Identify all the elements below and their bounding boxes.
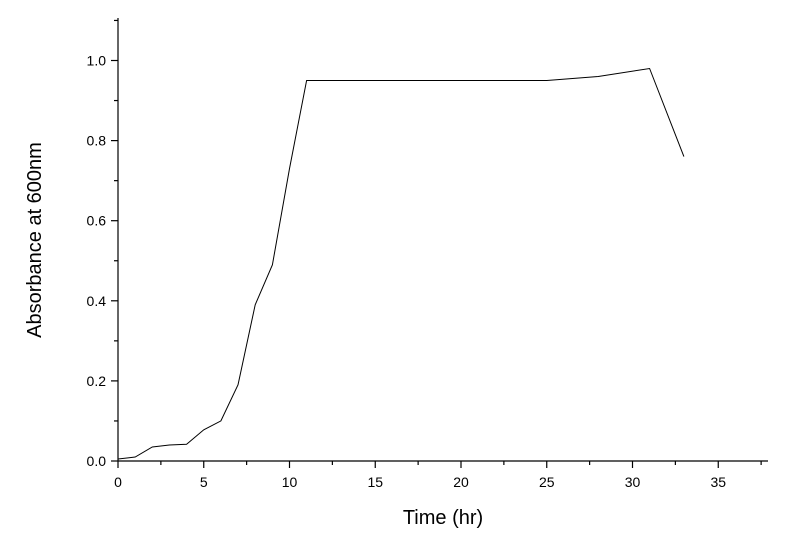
y-axis-title: Absorbance at 600nm xyxy=(24,142,46,338)
series-group xyxy=(117,67,685,460)
y-minor-ticks xyxy=(114,19,118,422)
y-tick-label: 0.0 xyxy=(87,453,107,469)
x-tick-label: 25 xyxy=(539,474,555,490)
x-tick-label: 20 xyxy=(453,474,469,490)
y-axis-ticks xyxy=(111,59,118,462)
x-tick-label: 5 xyxy=(200,474,208,490)
x-minor-ticks xyxy=(160,461,762,465)
x-tick-label: 10 xyxy=(282,474,298,490)
x-tick-label: 35 xyxy=(710,474,726,490)
y-tick-label: 0.6 xyxy=(87,213,107,229)
y-tick-label: 1.0 xyxy=(87,53,107,69)
x-axis-title: Time (hr) xyxy=(403,507,483,529)
x-tick-label: 30 xyxy=(625,474,641,490)
y-tick-label: 0.2 xyxy=(87,373,107,389)
x-tick-label: 15 xyxy=(367,474,383,490)
x-tick-labels: 0 5 10 15 20 25 30 35 xyxy=(114,474,726,490)
y-tick-label: 0.4 xyxy=(87,293,107,309)
y-tick-label: 0.8 xyxy=(87,133,107,149)
x-tick-label: 0 xyxy=(114,474,122,490)
series-line-1 xyxy=(117,67,685,460)
y-tick-labels: 0.0 0.2 0.4 0.6 0.8 1.0 xyxy=(87,53,107,470)
x-axis-ticks xyxy=(117,461,719,468)
